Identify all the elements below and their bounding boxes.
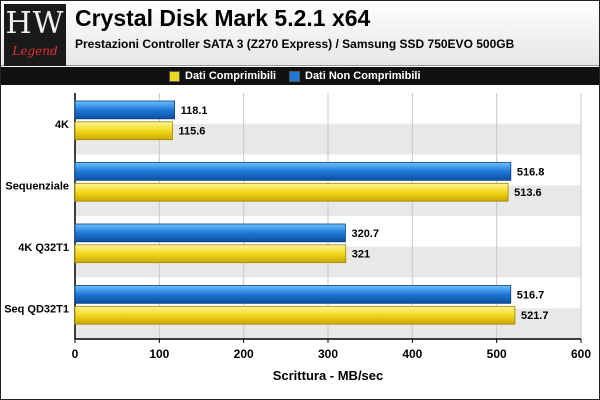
site-logo: HW Legend (4, 4, 66, 66)
category-label: 4K (55, 119, 69, 131)
legend-label-comprimibili: Dati Comprimibili (185, 70, 277, 82)
chart-legend: Dati Comprimibili Dati Non Comprimibili (1, 67, 599, 85)
bar-comprimibili (74, 121, 173, 141)
bar-comprimibili (74, 182, 509, 202)
value-label: 115.6 (178, 126, 205, 138)
bar-non-comprimibili (74, 223, 346, 243)
value-label: 321 (352, 249, 370, 261)
value-label: 513.6 (514, 187, 542, 199)
x-tick-label: 300 (318, 347, 338, 361)
bar-comprimibili (74, 305, 516, 325)
value-label: 516.7 (517, 289, 545, 301)
bar-non-comprimibili (74, 100, 175, 120)
value-label: 118.1 (181, 105, 208, 117)
x-tick-label: 200 (234, 347, 254, 361)
value-label: 521.7 (521, 310, 549, 322)
legend-label-non-comprimibili: Dati Non Comprimibili (305, 70, 421, 82)
category-label: 4K Q32T1 (18, 242, 69, 254)
logo-hw-text: HW (5, 6, 65, 41)
category-label: Sequenziale (5, 180, 69, 192)
x-tick-label: 0 (72, 347, 79, 361)
logo-legend-text: Legend (12, 44, 58, 58)
legend-swatch-non-comprimibili (289, 70, 300, 82)
chart-subtitle: Prestazioni Controller SATA 3 (Z270 Expr… (75, 37, 515, 51)
x-tick-label: 100 (149, 347, 169, 361)
value-label: 516.8 (517, 166, 545, 178)
legend-item-non-comprimibili: Dati Non Comprimibili (289, 69, 421, 83)
bar-comprimibili (74, 244, 347, 264)
chart-title: Crystal Disk Mark 5.2.1 x64 (75, 5, 371, 31)
legend-item-comprimibili: Dati Comprimibili (169, 69, 276, 83)
value-label: 320.7 (351, 228, 379, 240)
x-tick-label: 500 (487, 347, 507, 361)
x-axis-title: Scrittura - MB/sec (272, 368, 384, 383)
category-label: Seq QD32T1 (4, 303, 69, 315)
legend-swatch-comprimibili (169, 70, 180, 82)
x-tick-label: 400 (402, 347, 422, 361)
x-tick-label: 600 (571, 347, 591, 361)
bar-non-comprimibili (74, 285, 512, 304)
chart-header: HW Legend Crystal Disk Mark 5.2.1 x64 Pr… (1, 1, 599, 66)
bar-non-comprimibili (74, 162, 512, 181)
